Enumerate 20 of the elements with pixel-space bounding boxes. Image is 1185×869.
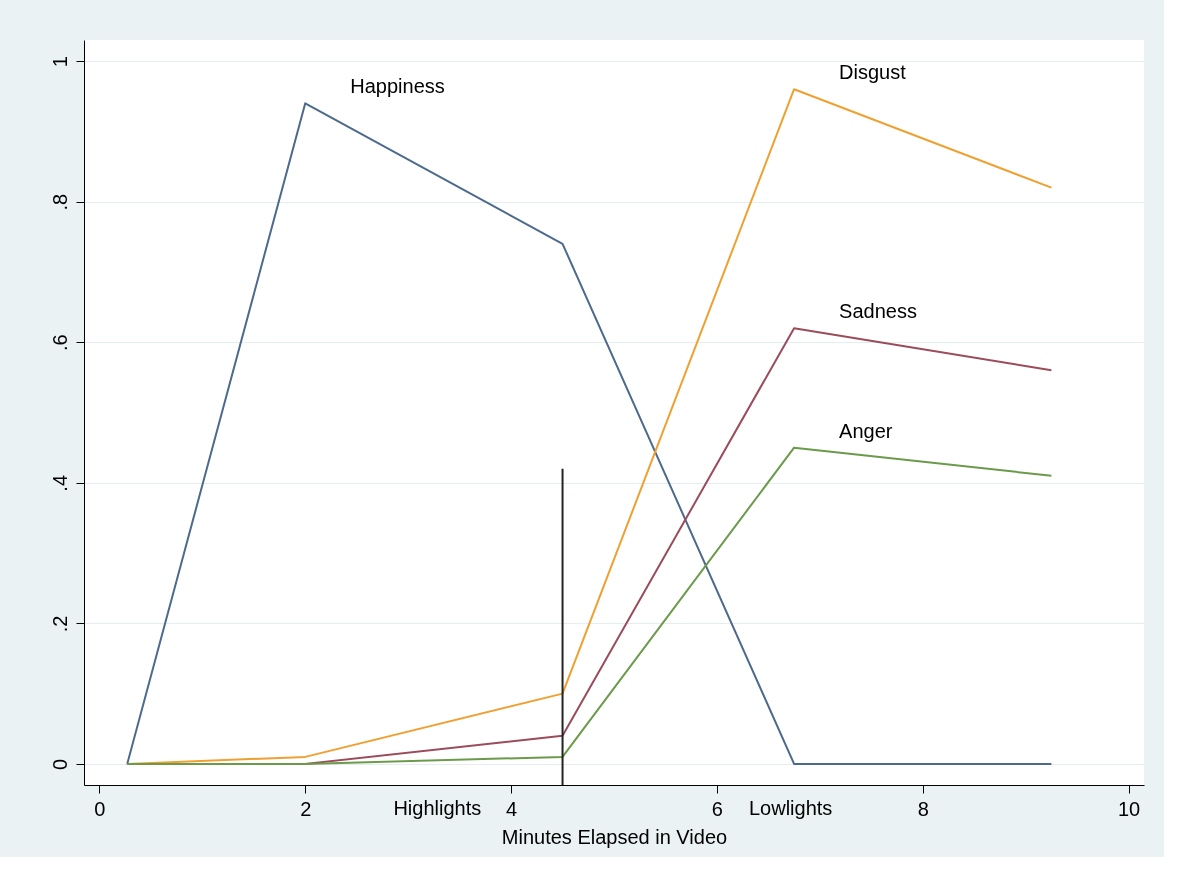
y-tick-label: .4: [48, 474, 71, 492]
text: Lowlights: [748, 797, 833, 819]
series-label: Happiness: [350, 75, 445, 98]
x-axis-title: Minutes Elapsed in Video: [501, 825, 728, 848]
line-series: [126, 446, 1053, 765]
x-tick-label: 10: [1117, 797, 1141, 820]
y-tick-label: 0: [48, 758, 71, 770]
y-tick-label: 1: [48, 56, 71, 68]
series-label: Anger: [839, 419, 893, 442]
y-tick-label: .2: [48, 615, 71, 633]
text: Highlights: [393, 797, 482, 819]
x-tick-label: 0: [94, 797, 106, 820]
x-tick-label: 8: [917, 797, 929, 820]
series-label: Disgust: [839, 61, 907, 84]
x-tick-label: 4: [506, 797, 518, 820]
y-tick-label: .8: [48, 193, 71, 211]
y-tick-label: .6: [48, 334, 71, 352]
series-label: Sadness: [839, 300, 917, 323]
x-tick-label: 6: [711, 797, 723, 820]
x-tick-label: 2: [300, 797, 312, 820]
